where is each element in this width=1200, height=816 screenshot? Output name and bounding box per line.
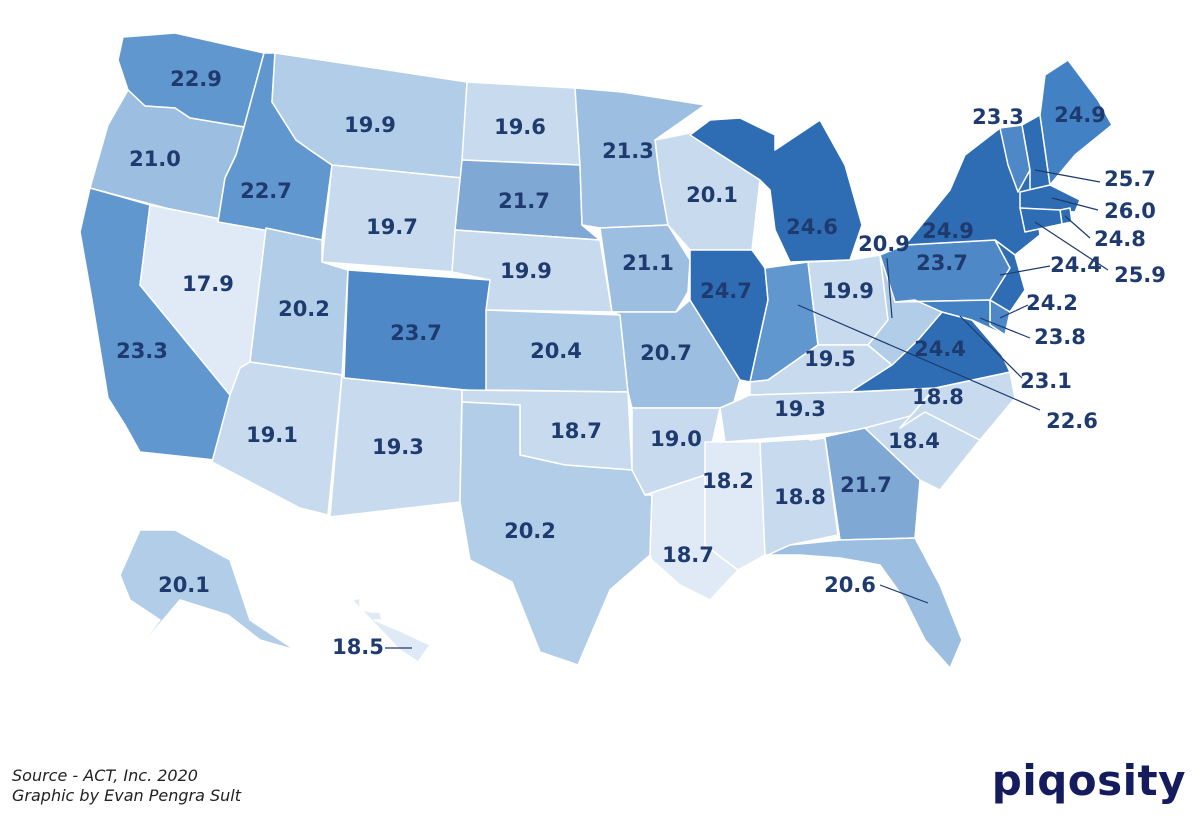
state-value-ca: 23.3 — [116, 339, 168, 363]
leader-line-nj — [999, 265, 1051, 276]
state-shape-hi — [351, 597, 431, 663]
leader-line-dc — [959, 315, 1023, 379]
state-value-id: 22.7 — [240, 179, 292, 203]
state-value-ar: 19.0 — [650, 427, 702, 451]
state-value-hi: 18.5 — [332, 635, 384, 659]
state-value-wv: 20.9 — [858, 232, 910, 256]
us-choropleth-map: 22.9 21.0 23.3 17.9 22.7 19.9 19.7 20.2 19.1 23.7… — [79, 32, 1166, 669]
state-value-ak: 20.1 — [158, 573, 210, 597]
state-value-de: 24.2 — [1026, 291, 1078, 315]
state-value-oh: 19.9 — [822, 279, 874, 303]
state-value-nm: 19.3 — [372, 435, 424, 459]
state-value-ut: 20.2 — [278, 297, 330, 321]
state-value-pa: 23.7 — [916, 251, 968, 275]
leader-line-wv — [886, 257, 893, 319]
state-value-mi: 24.6 — [786, 215, 838, 239]
leader-line-de — [999, 304, 1029, 319]
state-shape-ms — [704, 441, 766, 571]
state-value-wa: 22.9 — [170, 67, 222, 91]
state-value-nh: 25.7 — [1104, 167, 1156, 191]
state-value-nv: 17.9 — [182, 272, 234, 296]
state-value-tn: 19.3 — [774, 397, 826, 421]
state-shape-fl — [767, 537, 963, 669]
state-value-me: 24.9 — [1054, 103, 1106, 127]
state-value-wi: 20.1 — [686, 183, 738, 207]
leader-line-ri — [1064, 215, 1091, 239]
state-value-ms: 18.2 — [702, 469, 754, 493]
state-value-va: 24.4 — [914, 337, 966, 361]
state-shape-sd — [454, 159, 601, 241]
state-value-mn: 21.3 — [602, 139, 654, 163]
state-value-la: 18.7 — [662, 543, 714, 567]
leader-line-md — [979, 317, 1031, 339]
source-text: Source - ACT, Inc. 2020 — [12, 766, 198, 785]
state-value-ne: 19.9 — [500, 259, 552, 283]
state-shape-md — [894, 299, 1006, 336]
state-value-md: 23.8 — [1034, 325, 1086, 349]
state-value-tx: 20.2 — [504, 519, 556, 543]
state-value-labels: 22.9 21.0 23.3 17.9 22.7 19.9 19.7 20.2 19.1 23.7… — [116, 67, 1166, 659]
state-value-nc: 18.8 — [912, 385, 964, 409]
state-value-in: 22.6 — [1046, 409, 1098, 433]
state-value-az: 19.1 — [246, 423, 298, 447]
state-value-ri: 24.8 — [1094, 227, 1146, 251]
state-value-mt: 19.9 — [344, 113, 396, 137]
leader-lines — [385, 169, 1109, 649]
piqosity-logo: piqosity — [991, 756, 1186, 805]
state-shape-tx — [459, 401, 653, 666]
state-shape-mi — [689, 117, 863, 263]
state-shapes — [79, 32, 1113, 669]
state-shape-ma — [1019, 184, 1081, 213]
state-value-ga: 21.7 — [840, 473, 892, 497]
leader-line-nh — [1034, 169, 1101, 183]
state-value-sd: 21.7 — [498, 189, 550, 213]
state-value-co: 23.7 — [390, 321, 442, 345]
state-value-al: 18.8 — [774, 485, 826, 509]
state-value-or: 21.0 — [129, 147, 181, 171]
state-value-ct: 25.9 — [1114, 263, 1166, 287]
state-value-ks: 20.4 — [530, 339, 582, 363]
source-credit: Source - ACT, Inc. 2020 Graphic by Evan … — [12, 766, 241, 806]
state-shape-vt — [999, 124, 1031, 193]
leader-line-in — [797, 304, 1041, 411]
state-value-vt: 23.3 — [972, 105, 1024, 129]
state-shape-me — [1039, 59, 1113, 186]
state-value-mo: 20.7 — [640, 341, 692, 365]
leader-line-ma — [1051, 197, 1099, 211]
credit-text: Graphic by Evan Pengra Sult — [12, 786, 241, 805]
state-value-fl: 20.6 — [824, 573, 876, 597]
state-shape-nm — [329, 374, 463, 518]
state-value-ok: 18.7 — [550, 419, 602, 443]
state-shape-ct — [1019, 207, 1063, 233]
state-value-ny: 24.9 — [922, 219, 974, 243]
state-value-ky: 19.5 — [804, 347, 856, 371]
state-value-dc: 23.1 — [1020, 369, 1072, 393]
state-value-ma: 26.0 — [1104, 199, 1156, 223]
state-shape-ak — [119, 529, 296, 666]
state-value-ia: 21.1 — [622, 251, 674, 275]
leader-line-fl — [879, 584, 929, 604]
state-value-nj: 24.4 — [1050, 253, 1102, 277]
leader-line-ct — [1034, 221, 1109, 271]
state-value-nd: 19.6 — [494, 115, 546, 139]
state-value-il: 24.7 — [700, 279, 752, 303]
state-value-sc: 18.4 — [888, 429, 940, 453]
state-value-wy: 19.7 — [366, 215, 418, 239]
